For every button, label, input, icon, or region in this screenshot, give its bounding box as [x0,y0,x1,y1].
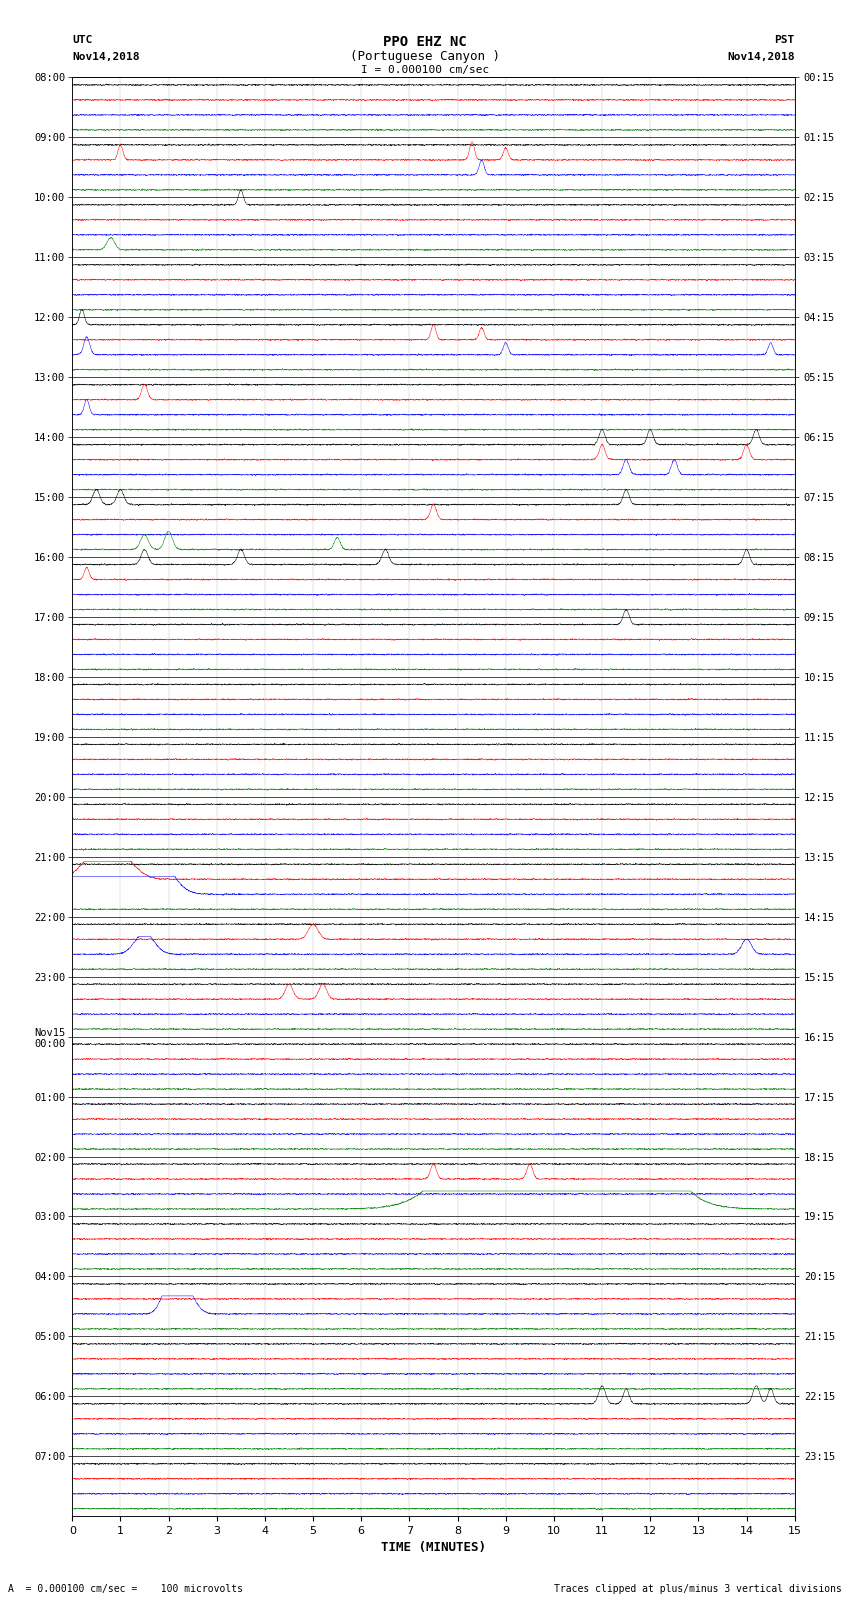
X-axis label: TIME (MINUTES): TIME (MINUTES) [381,1542,486,1555]
Text: Nov14,2018: Nov14,2018 [72,52,139,61]
Text: (Portuguese Canyon ): (Portuguese Canyon ) [350,50,500,63]
Text: Nov14,2018: Nov14,2018 [728,52,795,61]
Text: I = 0.000100 cm/sec: I = 0.000100 cm/sec [361,65,489,74]
Text: UTC: UTC [72,35,93,45]
Text: PPO EHZ NC: PPO EHZ NC [383,35,467,50]
Text: A  = 0.000100 cm/sec =    100 microvolts: A = 0.000100 cm/sec = 100 microvolts [8,1584,243,1594]
Text: PST: PST [774,35,795,45]
Text: Traces clipped at plus/minus 3 vertical divisions: Traces clipped at plus/minus 3 vertical … [553,1584,842,1594]
